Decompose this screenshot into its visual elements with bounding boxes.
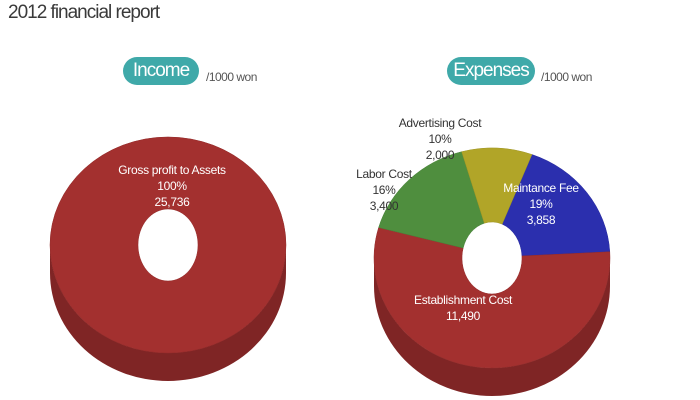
income-slice-label: Gross profit to Assets — [118, 163, 226, 177]
income-slice-percent: 100% — [157, 179, 187, 193]
establishment-cost-slice-side — [374, 258, 610, 397]
labor-cost-label: Labor Cost — [356, 167, 413, 181]
expenses-donut-chart — [373, 147, 611, 397]
advertising-cost-value: 2,000 — [426, 148, 455, 162]
expenses-title-badge: Expenses — [447, 57, 535, 85]
maintenance-fee-slice — [501, 154, 611, 257]
income-slice-value: 25,736 — [155, 195, 191, 209]
advertising-cost-slice — [461, 147, 533, 225]
labor-cost-value: 3,400 — [370, 199, 399, 213]
maintenance-fee-value: 3,858 — [527, 213, 556, 227]
income-title-badge: Income — [123, 57, 199, 85]
establishment-cost-slice — [373, 227, 611, 369]
advertising-cost-label: Advertising Cost — [399, 116, 483, 130]
establishment-cost-label: Establishment Cost — [414, 293, 513, 307]
maintenance-fee-label: Maintance Fee — [503, 181, 579, 195]
income-unit-label: /1000 won — [206, 70, 257, 84]
expenses-unit-label: /1000 won — [541, 70, 592, 84]
page-title: 2012 financial report — [8, 2, 160, 23]
maintenance-fee-percent: 19% — [529, 197, 553, 211]
income-donut-chart — [49, 136, 287, 381]
advertising-cost-percent: 10% — [428, 132, 452, 146]
establishment-cost-value: 11,490 — [446, 309, 481, 323]
labor-cost-percent: 16% — [372, 183, 396, 197]
labor-cost-slice — [378, 151, 485, 249]
income-slice-side — [50, 245, 286, 381]
